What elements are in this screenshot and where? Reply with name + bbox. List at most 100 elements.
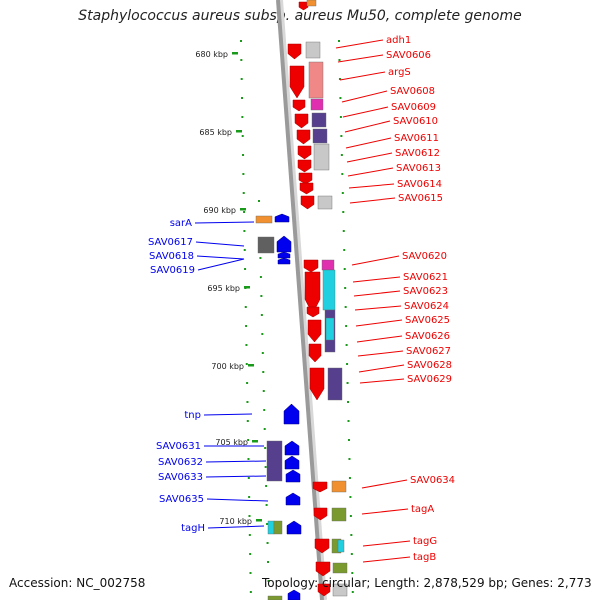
forward-gene-arrow[interactable] (314, 538, 330, 554)
forward-gene-arrow[interactable] (294, 113, 309, 129)
gene-feature-block[interactable] (313, 143, 330, 171)
gene-label-sav0613[interactable]: SAV0613 (396, 163, 441, 174)
gene-label-sav0611[interactable]: SAV0611 (394, 133, 439, 144)
forward-gene-arrow[interactable] (289, 65, 305, 99)
gene-label-sav0615[interactable]: SAV0615 (398, 193, 443, 204)
gene-feature-block[interactable] (331, 480, 347, 493)
gene-feature-block[interactable] (255, 215, 273, 224)
gene-feature-block[interactable] (317, 195, 333, 210)
ruler-dot (248, 515, 251, 517)
forward-gene-arrow[interactable] (296, 129, 311, 145)
reverse-gene-arrow[interactable] (277, 257, 291, 265)
reverse-gene-arrow[interactable] (285, 492, 301, 506)
gene-label-sav0608[interactable]: SAV0608 (390, 86, 435, 97)
gene-label-adh1[interactable]: adh1 (386, 35, 411, 46)
gene-feature-block[interactable] (332, 583, 348, 597)
gene-label-sav0626[interactable]: SAV0626 (405, 331, 450, 342)
gene-label-sav0624[interactable]: SAV0624 (404, 301, 449, 312)
gene-label-taga[interactable]: tagA (411, 504, 434, 515)
gene-connector (362, 540, 411, 547)
reverse-gene-arrow[interactable] (276, 235, 292, 253)
gene-feature-block[interactable] (321, 259, 335, 271)
gene-label-sav0628[interactable]: SAV0628 (407, 360, 452, 371)
gene-label-sav0620[interactable]: SAV0620 (402, 251, 447, 262)
gene-label-sav0629[interactable]: SAV0629 (407, 374, 452, 385)
gene-label-sav0633[interactable]: SAV0633 (158, 472, 203, 483)
gene-label-tagg[interactable]: tagG (413, 536, 437, 547)
gene-label-sara[interactable]: sarA (170, 218, 192, 229)
gene-feature-block[interactable] (273, 520, 283, 535)
gene-feature-block[interactable] (267, 595, 283, 600)
gene-feature-block[interactable] (310, 98, 324, 111)
ruler-dot (240, 40, 242, 42)
gene-label-sav0627[interactable]: SAV0627 (406, 346, 451, 357)
ruler-dot (260, 314, 263, 316)
gene-label-args[interactable]: argS (388, 67, 411, 78)
forward-gene-arrow[interactable] (308, 343, 322, 363)
gene-feature-block[interactable] (327, 367, 343, 401)
gene-label-sav0632[interactable]: SAV0632 (158, 457, 203, 468)
gene-label-sav0612[interactable]: SAV0612 (395, 148, 440, 159)
forward-gene-arrow[interactable] (287, 43, 302, 60)
forward-gene-arrow[interactable] (317, 583, 331, 597)
reverse-gene-arrow[interactable] (286, 520, 302, 535)
forward-gene-arrow[interactable] (312, 481, 328, 493)
gene-label-sav0617[interactable]: SAV0617 (148, 237, 193, 248)
gene-label-sav0606[interactable]: SAV0606 (386, 50, 431, 61)
reverse-gene-arrow[interactable] (283, 403, 300, 425)
ruler-dot (248, 496, 251, 498)
forward-gene-arrow[interactable] (309, 367, 325, 401)
reverse-gene-arrow[interactable] (284, 455, 300, 470)
gene-label-sav0618[interactable]: SAV0618 (149, 251, 194, 262)
gene-label-sav0619[interactable]: SAV0619 (150, 265, 195, 276)
ruler-dot (261, 352, 264, 354)
gene-feature-block[interactable] (308, 61, 324, 99)
gene-label-tagb[interactable]: tagB (413, 552, 436, 563)
gene-feature-block[interactable] (312, 128, 328, 144)
gene-feature-block[interactable] (337, 539, 345, 553)
forward-gene-arrow[interactable] (300, 195, 315, 210)
gene-feature-block[interactable] (325, 317, 335, 341)
gene-label-tagh[interactable]: tagH (181, 523, 205, 534)
gene-feature-block[interactable] (311, 112, 327, 128)
forward-gene-arrow[interactable] (299, 182, 314, 195)
gene-feature-block[interactable] (305, 41, 321, 59)
gene-connector (196, 255, 245, 260)
forward-gene-arrow[interactable] (298, 1, 309, 11)
gene-label-sav0610[interactable]: SAV0610 (393, 116, 438, 127)
gene-label-sav0635[interactable]: SAV0635 (159, 494, 204, 505)
reverse-gene-arrow[interactable] (287, 589, 301, 600)
gene-feature-block[interactable] (331, 507, 347, 522)
forward-gene-arrow[interactable] (303, 259, 319, 273)
scale-tick-label: 705 kbp (215, 438, 248, 447)
forward-gene-arrow[interactable] (315, 561, 331, 577)
gene-feature-block[interactable] (322, 269, 336, 311)
gene-label-sav0621[interactable]: SAV0621 (403, 272, 448, 283)
gene-label-sav0623[interactable]: SAV0623 (403, 286, 448, 297)
scale-tick-label: 685 kbp (199, 128, 232, 137)
forward-gene-arrow[interactable] (297, 145, 312, 160)
gene-feature-block[interactable] (267, 520, 275, 535)
ruler-dot (338, 40, 340, 42)
forward-gene-arrow[interactable] (297, 159, 312, 173)
forward-gene-arrow[interactable] (307, 319, 322, 343)
gene-feature-block[interactable] (257, 236, 275, 254)
gene-label-sav0631[interactable]: SAV0631 (156, 441, 201, 452)
forward-gene-arrow[interactable] (292, 99, 306, 112)
gene-feature-block[interactable] (266, 440, 283, 482)
gene-label-sav0609[interactable]: SAV0609 (391, 102, 436, 113)
forward-gene-arrow[interactable] (313, 507, 328, 521)
forward-gene-arrow[interactable] (298, 172, 313, 185)
gene-feature-block[interactable] (332, 562, 348, 574)
gene-label-sav0614[interactable]: SAV0614 (397, 179, 442, 190)
forward-gene-arrow[interactable] (304, 271, 321, 315)
reverse-gene-arrow[interactable] (274, 213, 290, 223)
reverse-gene-arrow[interactable] (284, 440, 300, 456)
reverse-gene-arrow[interactable] (277, 251, 291, 259)
reverse-gene-arrow[interactable] (285, 469, 301, 483)
gene-feature-block[interactable] (306, 0, 317, 7)
gene-label-sav0634[interactable]: SAV0634 (410, 475, 455, 486)
gene-label-tnp[interactable]: tnp (184, 410, 201, 421)
gene-label-sav0625[interactable]: SAV0625 (405, 315, 450, 326)
forward-gene-arrow[interactable] (306, 306, 320, 318)
